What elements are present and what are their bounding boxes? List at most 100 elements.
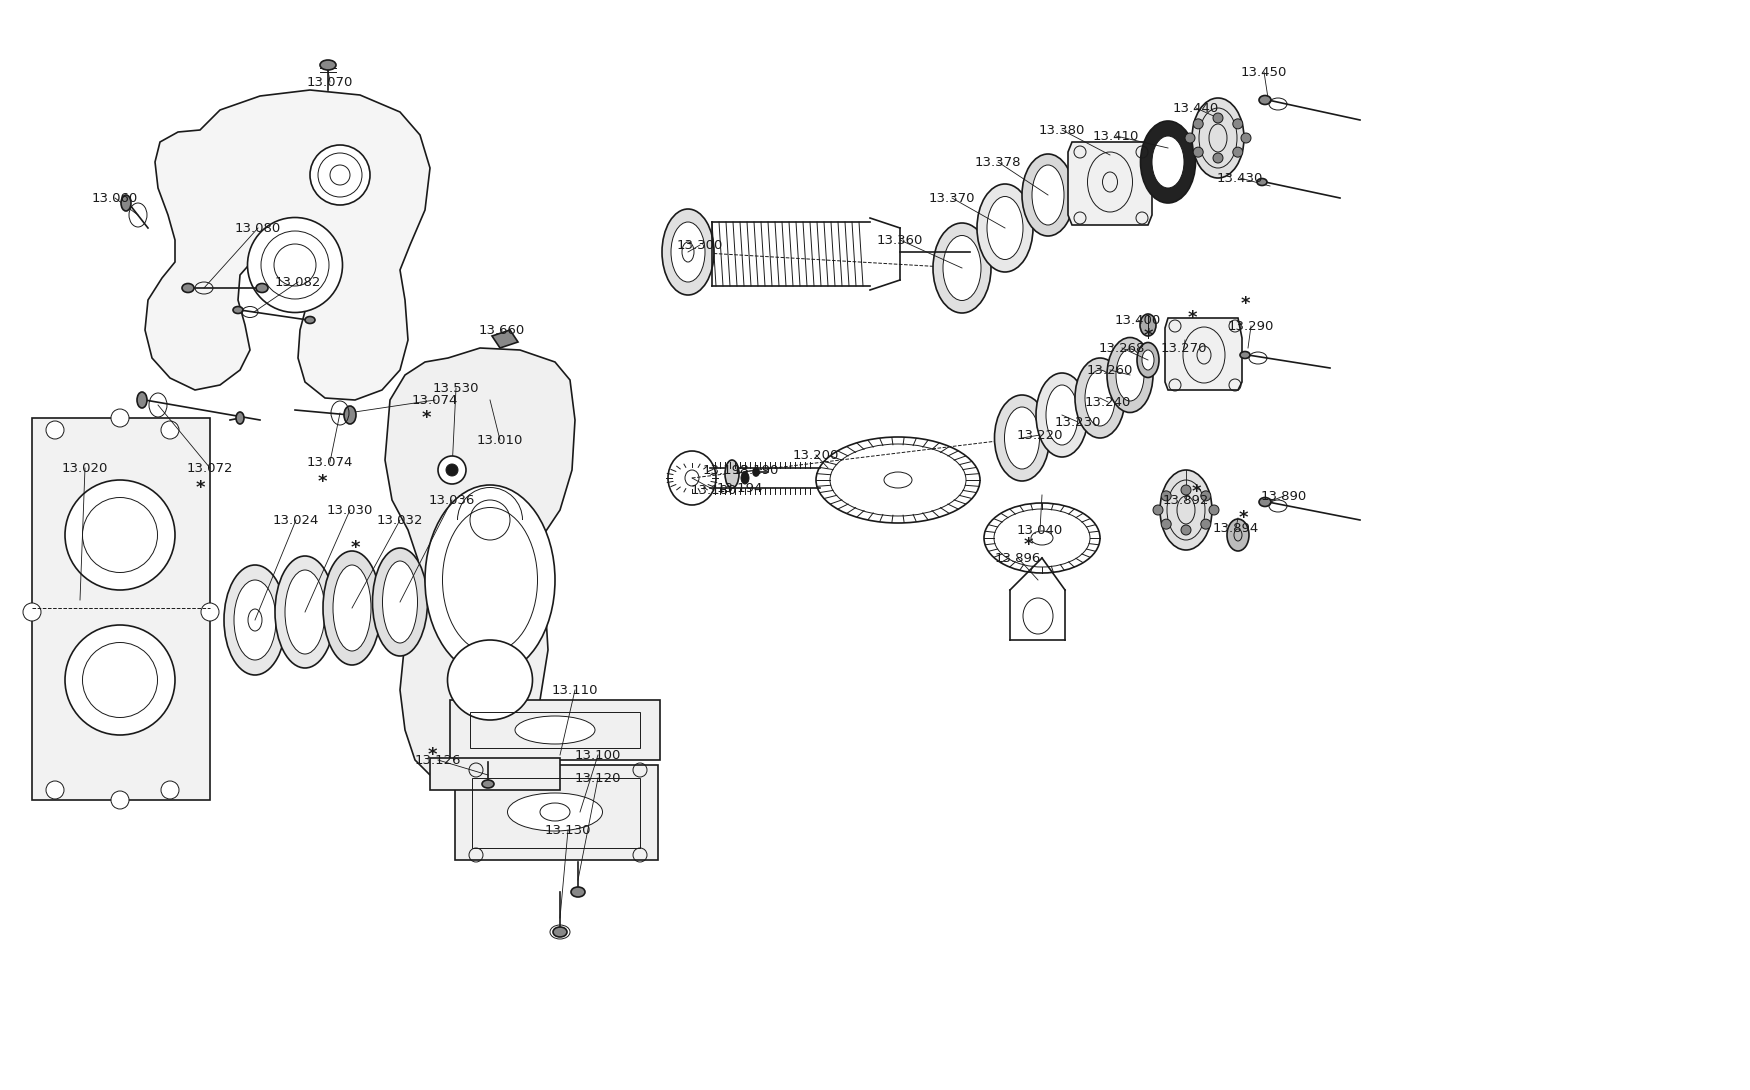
Circle shape <box>1181 525 1192 535</box>
Ellipse shape <box>247 218 343 313</box>
Ellipse shape <box>1256 179 1267 185</box>
Text: 13.240: 13.240 <box>1085 396 1130 409</box>
Text: 13.070: 13.070 <box>306 75 354 88</box>
Circle shape <box>161 421 178 439</box>
Ellipse shape <box>1143 350 1153 370</box>
Ellipse shape <box>1241 351 1250 359</box>
Text: 13.660: 13.660 <box>480 324 525 337</box>
Ellipse shape <box>1116 349 1144 401</box>
Ellipse shape <box>987 196 1024 259</box>
Text: *: * <box>317 473 327 490</box>
Ellipse shape <box>740 472 749 484</box>
Ellipse shape <box>182 283 194 292</box>
Text: 13.040: 13.040 <box>1017 523 1064 536</box>
Text: 13.440: 13.440 <box>1172 101 1220 114</box>
Text: *: * <box>427 746 438 764</box>
Text: *: * <box>1239 509 1248 526</box>
Text: *: * <box>350 538 360 557</box>
Text: *: * <box>1186 308 1197 327</box>
Text: *: * <box>422 409 430 427</box>
Text: 13.190: 13.190 <box>733 463 779 476</box>
Text: 13.370: 13.370 <box>929 192 975 205</box>
Circle shape <box>46 421 65 439</box>
Ellipse shape <box>224 565 285 675</box>
Circle shape <box>1213 113 1223 123</box>
Ellipse shape <box>481 780 493 788</box>
Text: 13.198: 13.198 <box>704 463 749 476</box>
Ellipse shape <box>255 283 268 292</box>
Circle shape <box>1200 519 1211 529</box>
Polygon shape <box>31 417 210 800</box>
Ellipse shape <box>752 468 760 476</box>
Ellipse shape <box>425 485 555 675</box>
Text: 13.260: 13.260 <box>1087 363 1134 376</box>
Circle shape <box>1185 133 1195 143</box>
Ellipse shape <box>448 640 532 720</box>
Ellipse shape <box>136 392 147 408</box>
Ellipse shape <box>65 480 175 590</box>
Circle shape <box>46 782 65 799</box>
Circle shape <box>446 464 458 476</box>
Polygon shape <box>1166 318 1242 390</box>
Circle shape <box>1200 490 1211 501</box>
Circle shape <box>1162 490 1171 501</box>
Ellipse shape <box>1046 385 1078 445</box>
Ellipse shape <box>373 548 427 656</box>
Ellipse shape <box>1022 154 1074 237</box>
Text: 13.010: 13.010 <box>476 434 523 447</box>
Circle shape <box>201 603 219 621</box>
Text: 13.230: 13.230 <box>1055 415 1101 428</box>
Text: 13.072: 13.072 <box>187 461 233 474</box>
Text: 13.100: 13.100 <box>574 749 621 762</box>
Text: *: * <box>1241 295 1250 313</box>
Ellipse shape <box>1032 165 1064 225</box>
Ellipse shape <box>553 926 567 937</box>
Ellipse shape <box>670 222 705 282</box>
Ellipse shape <box>1258 96 1270 105</box>
Text: 13.360: 13.360 <box>877 233 924 246</box>
Ellipse shape <box>1036 373 1088 457</box>
Circle shape <box>1232 119 1242 129</box>
Text: 13.894: 13.894 <box>1213 521 1260 534</box>
Circle shape <box>110 791 130 809</box>
Ellipse shape <box>121 195 131 211</box>
Ellipse shape <box>236 412 243 424</box>
Polygon shape <box>450 700 660 760</box>
Ellipse shape <box>1192 98 1244 178</box>
Ellipse shape <box>1138 342 1158 377</box>
Text: *: * <box>1192 483 1200 501</box>
Polygon shape <box>385 348 576 780</box>
Polygon shape <box>492 330 518 348</box>
Text: 13.194: 13.194 <box>718 482 763 495</box>
Text: 13.268: 13.268 <box>1099 341 1144 354</box>
Ellipse shape <box>724 460 738 488</box>
Text: 13.024: 13.024 <box>273 513 318 526</box>
Circle shape <box>1162 519 1171 529</box>
Text: 13.032: 13.032 <box>376 513 424 526</box>
Text: 13.074: 13.074 <box>411 393 459 407</box>
Circle shape <box>1194 147 1204 157</box>
Circle shape <box>1241 133 1251 143</box>
Polygon shape <box>1068 142 1152 225</box>
Circle shape <box>1153 505 1164 514</box>
Ellipse shape <box>383 561 418 643</box>
Text: 13.530: 13.530 <box>432 382 480 395</box>
Circle shape <box>1194 119 1204 129</box>
Text: 13.890: 13.890 <box>1260 489 1307 502</box>
Text: 13.896: 13.896 <box>994 552 1041 565</box>
Ellipse shape <box>1108 338 1153 412</box>
Ellipse shape <box>943 235 982 301</box>
Circle shape <box>438 456 466 484</box>
Text: 13.080: 13.080 <box>234 221 282 234</box>
Ellipse shape <box>234 580 276 661</box>
Text: 13.020: 13.020 <box>61 461 108 474</box>
Text: 13.378: 13.378 <box>975 156 1022 169</box>
Ellipse shape <box>1085 370 1115 426</box>
Text: 13.082: 13.082 <box>275 276 322 289</box>
Ellipse shape <box>1258 497 1270 507</box>
Text: 13.892: 13.892 <box>1162 494 1209 507</box>
Text: 13.220: 13.220 <box>1017 428 1064 441</box>
Text: 13.074: 13.074 <box>306 456 354 469</box>
Ellipse shape <box>1227 519 1250 552</box>
Ellipse shape <box>310 145 369 205</box>
